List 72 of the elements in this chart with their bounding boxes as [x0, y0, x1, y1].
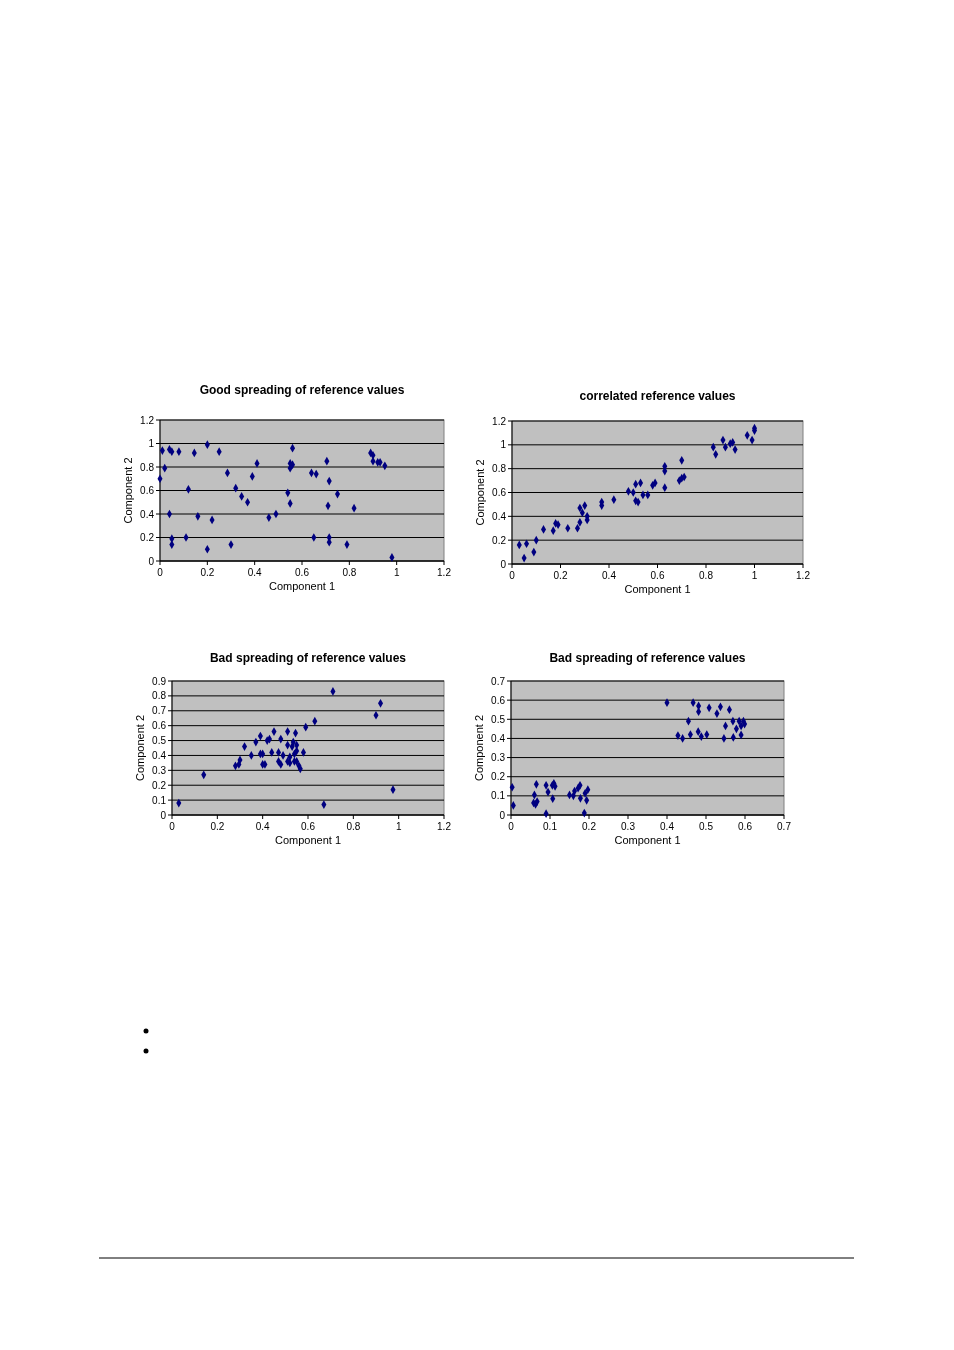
y-tick-label: 0.8 — [140, 461, 155, 473]
x-tick-label: 1 — [393, 567, 400, 578]
y-tick-label: 0.6 — [491, 694, 506, 706]
x-tick-label: 1 — [395, 821, 402, 832]
x-tick-label: 0.4 — [602, 570, 617, 581]
x-tick-label: 0.4 — [255, 821, 271, 832]
x-tick-label: 0.4 — [247, 567, 263, 578]
y-tick-label: 0.8 — [492, 463, 507, 475]
x-tick-label: 0 — [169, 821, 176, 832]
y-tick-label: 0.2 — [492, 534, 507, 546]
y-tick-label: 0.1 — [152, 794, 167, 806]
y-tick-label: 1.2 — [492, 415, 507, 427]
x-axis-title: Component 1 — [624, 583, 691, 595]
x-tick-label: 0 — [508, 821, 515, 832]
x-tick-label: 0.7 — [777, 821, 792, 832]
x-tick-label: 0.1 — [543, 821, 558, 832]
x-tick-label: 0.6 — [301, 821, 316, 832]
y-tick-label: 0 — [148, 555, 155, 567]
x-tick-label: 0.3 — [621, 821, 636, 832]
y-tick-label: 0.9 — [152, 675, 167, 687]
x-tick-label: 0.2 — [200, 567, 215, 578]
x-tick-label: 0.6 — [295, 567, 310, 578]
x-tick-label: 0.8 — [346, 821, 361, 832]
y-tick-label: 0 — [499, 809, 506, 821]
chart-title: Good spreading of reference values — [199, 383, 405, 397]
y-axis-title: Component 2 — [474, 459, 486, 526]
x-tick-label: 0.6 — [738, 821, 753, 832]
chart-title: Bad spreading of reference values — [209, 651, 407, 665]
x-tick-label: 0.2 — [582, 821, 597, 832]
y-tick-label: 0.4 — [140, 508, 155, 520]
y-tick-label: 0.2 — [140, 532, 155, 543]
x-axis-title: Component 1 — [274, 834, 342, 846]
x-tick-label: 1.2 — [437, 567, 452, 578]
y-tick-label: 0.1 — [491, 790, 506, 802]
y-tick-label: 1 — [148, 438, 155, 449]
y-tick-label: 0 — [500, 558, 507, 570]
y-tick-label: 0.3 — [491, 752, 506, 764]
x-tick-label: 0.4 — [660, 821, 675, 832]
x-axis-title: Component 1 — [614, 834, 681, 846]
y-tick-label: 0.6 — [492, 487, 507, 498]
y-tick-label: 1.2 — [140, 414, 155, 426]
x-tick-label: 0.6 — [650, 570, 665, 581]
y-tick-label: 0.2 — [152, 779, 167, 791]
x-tick-label: 1.2 — [437, 821, 452, 832]
x-axis-title: Component 1 — [268, 580, 336, 592]
x-tick-label: 0.2 — [210, 821, 225, 832]
x-tick-label: 1 — [751, 570, 758, 581]
y-tick-label: 0.8 — [152, 690, 167, 702]
y-tick-label: 0.5 — [491, 713, 506, 725]
y-tick-label: 1 — [500, 439, 507, 451]
x-tick-label: 0.8 — [342, 567, 357, 578]
y-axis-title: Component 2 — [134, 714, 146, 782]
x-tick-label: 0 — [509, 570, 516, 581]
y-tick-label: 0 — [160, 809, 167, 821]
y-tick-label: 0.7 — [152, 705, 167, 717]
y-axis-title: Component 2 — [473, 714, 485, 782]
x-tick-label: 0.2 — [553, 570, 568, 581]
x-tick-label: 0.5 — [699, 821, 714, 832]
y-tick-label: 0.5 — [152, 735, 167, 747]
y-tick-label: 0.4 — [492, 510, 507, 522]
y-tick-label: 0.2 — [491, 771, 506, 783]
chart-title: correlated reference values — [579, 389, 736, 403]
y-tick-label: 0.6 — [140, 485, 155, 496]
y-tick-label: 0.4 — [152, 749, 167, 761]
y-tick-label: 0.4 — [491, 732, 506, 744]
y-tick-label: 0.7 — [491, 675, 506, 687]
chart-title: Bad spreading of reference values — [549, 651, 746, 665]
x-tick-label: 1.2 — [796, 570, 811, 581]
y-tick-label: 0.3 — [152, 764, 167, 776]
y-axis-title: Component 2 — [122, 457, 134, 524]
x-tick-label: 0.8 — [699, 570, 714, 581]
y-tick-label: 0.6 — [152, 720, 167, 732]
